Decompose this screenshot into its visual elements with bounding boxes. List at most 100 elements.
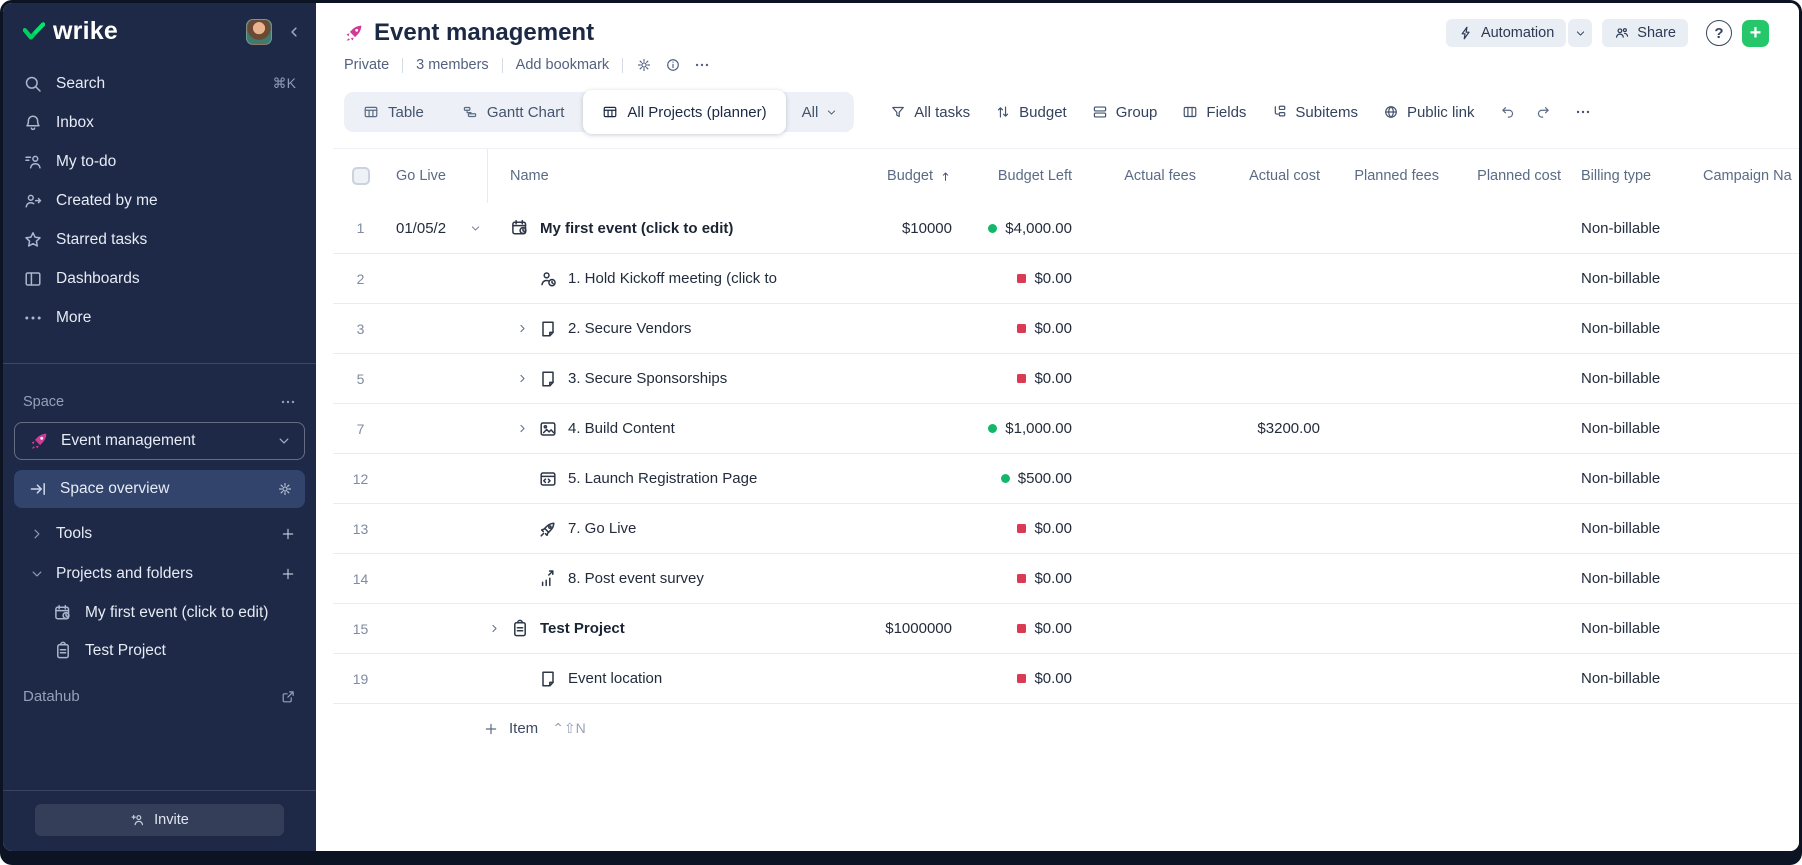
actual-cost-cell[interactable]	[1196, 304, 1320, 353]
planned-fees-cell[interactable]	[1320, 554, 1439, 603]
billing-type-cell[interactable]: Non-billable	[1561, 604, 1683, 653]
budget-left-cell[interactable]: $0.00	[952, 254, 1072, 303]
table-row[interactable]: 19 Event location $0.00 Non-billable	[333, 653, 1799, 703]
planned-cost-cell[interactable]	[1439, 504, 1561, 553]
task-name-cell[interactable]: Event location	[488, 654, 860, 703]
row-number-cell[interactable]: 14	[333, 554, 388, 603]
planned-cost-cell[interactable]	[1439, 304, 1561, 353]
sidebar-item-test-project[interactable]: Test Project	[3, 632, 316, 670]
budget-cell[interactable]	[860, 504, 952, 553]
actual-fees-cell[interactable]	[1072, 254, 1196, 303]
actual-cost-cell[interactable]	[1196, 504, 1320, 553]
toolbar-budget-button[interactable]: Budget	[995, 104, 1067, 121]
billing-type-cell[interactable]: Non-billable	[1561, 203, 1683, 253]
table-row[interactable]: 12 5. Launch Registration Page $500.00 Non-…	[333, 453, 1799, 503]
go-live-cell[interactable]	[388, 304, 488, 353]
sidebar-item-my-first-event-click-to-edit-[interactable]: My first event (click to edit)	[3, 594, 316, 632]
chevron-down-icon[interactable]	[276, 433, 292, 449]
wrike-logo[interactable]: wrike	[23, 17, 118, 46]
column-header-actual-cost[interactable]: Actual cost	[1249, 168, 1320, 184]
toolbar-more-icon[interactable]	[1575, 104, 1591, 120]
budget-left-cell[interactable]: $1,000.00	[952, 404, 1072, 453]
campaign-cell[interactable]	[1683, 354, 1799, 403]
column-header-budget[interactable]: Budget	[860, 149, 952, 203]
planned-fees-cell[interactable]	[1320, 304, 1439, 353]
expand-chevron[interactable]	[516, 372, 538, 385]
budget-cell[interactable]: $10000	[860, 203, 952, 253]
expand-chevron[interactable]	[488, 622, 510, 635]
go-live-cell[interactable]	[388, 504, 488, 553]
budget-left-cell[interactable]: $0.00	[952, 304, 1072, 353]
budget-cell[interactable]	[860, 354, 952, 403]
space-more-icon[interactable]	[280, 394, 296, 410]
add-bookmark-button[interactable]: Add bookmark	[515, 57, 610, 73]
info-icon[interactable]	[665, 57, 681, 73]
planned-fees-cell[interactable]	[1320, 504, 1439, 553]
planned-cost-cell[interactable]	[1439, 203, 1561, 253]
sidebar-item-search[interactable]: Search ⌘K	[3, 64, 316, 103]
planned-fees-cell[interactable]	[1320, 604, 1439, 653]
campaign-cell[interactable]	[1683, 504, 1799, 553]
budget-cell[interactable]	[860, 404, 952, 453]
table-row[interactable]: 3 2. Secure Vendors $0.00 Non-billable	[333, 303, 1799, 353]
column-header-planned-cost[interactable]: Planned cost	[1477, 168, 1561, 184]
column-header-name[interactable]: Name	[510, 168, 549, 184]
sidebar-item-dashboards[interactable]: Dashboards	[3, 259, 316, 298]
billing-type-cell[interactable]: Non-billable	[1561, 254, 1683, 303]
column-header-planned-fees[interactable]: Planned fees	[1354, 168, 1439, 184]
actual-cost-cell[interactable]	[1196, 354, 1320, 403]
column-header-billing-type[interactable]: Billing type	[1581, 168, 1652, 184]
budget-left-cell[interactable]: $0.00	[952, 504, 1072, 553]
row-number-cell[interactable]: 3	[333, 304, 388, 353]
sidebar-item-event-management[interactable]: Event management	[14, 422, 305, 460]
campaign-cell[interactable]	[1683, 554, 1799, 603]
actual-fees-cell[interactable]	[1072, 354, 1196, 403]
planned-fees-cell[interactable]	[1320, 254, 1439, 303]
collapse-sidebar-icon[interactable]	[286, 24, 302, 40]
task-name-cell[interactable]: 2. Secure Vendors	[488, 304, 860, 353]
tab-table[interactable]: Table	[344, 92, 443, 132]
task-name-cell[interactable]: My first event (click to edit)	[488, 203, 860, 253]
actual-fees-cell[interactable]	[1072, 454, 1196, 503]
select-all-checkbox[interactable]	[351, 167, 370, 185]
plus-icon[interactable]	[280, 566, 296, 582]
planned-cost-cell[interactable]	[1439, 654, 1561, 703]
go-live-cell[interactable]	[388, 404, 488, 453]
billing-type-cell[interactable]: Non-billable	[1561, 654, 1683, 703]
budget-cell[interactable]: $1000000	[860, 604, 952, 653]
billing-type-cell[interactable]: Non-billable	[1561, 454, 1683, 503]
chevron-down-icon[interactable]	[29, 566, 45, 582]
campaign-cell[interactable]	[1683, 203, 1799, 253]
planned-fees-cell[interactable]	[1320, 354, 1439, 403]
budget-cell[interactable]	[860, 554, 952, 603]
task-name-cell[interactable]: 7. Go Live	[488, 504, 860, 553]
planned-cost-cell[interactable]	[1439, 554, 1561, 603]
task-name-cell[interactable]: 8. Post event survey	[488, 554, 860, 603]
redo-icon[interactable]	[1535, 104, 1551, 120]
add-item-row[interactable]: Item ⌃⇧N	[333, 703, 1799, 753]
go-live-cell[interactable]	[388, 254, 488, 303]
table-row[interactable]: 5 3. Secure Sponsorships $0.00 Non-billable	[333, 353, 1799, 403]
sidebar-item-datahub[interactable]: Datahub	[3, 670, 316, 723]
table-row[interactable]: 13 7. Go Live $0.00 Non-billable	[333, 503, 1799, 553]
billing-type-cell[interactable]: Non-billable	[1561, 404, 1683, 453]
row-number-cell[interactable]: 19	[333, 654, 388, 703]
table-row[interactable]: 15 Test Project $1000000 $0.00 Non-billable	[333, 603, 1799, 653]
planned-fees-cell[interactable]	[1320, 203, 1439, 253]
tab-gantt-chart[interactable]: Gantt Chart	[443, 92, 584, 132]
toolbar-all-tasks-button[interactable]: All tasks	[890, 104, 970, 121]
row-number-cell[interactable]: 12	[333, 454, 388, 503]
task-name-cell[interactable]: 4. Build Content	[488, 404, 860, 453]
actual-fees-cell[interactable]	[1072, 604, 1196, 653]
table-row[interactable]: 1 01/05/2 My first event (click to edit) $1…	[333, 203, 1799, 253]
toolbar-fields-button[interactable]: Fields	[1182, 104, 1246, 121]
toolbar-subitems-button[interactable]: Subitems	[1271, 104, 1358, 121]
view-filter-dropdown[interactable]: All	[786, 104, 855, 121]
table-row[interactable]: 14 8. Post event survey $0.00 Non-billable	[333, 553, 1799, 603]
budget-left-cell[interactable]: $0.00	[952, 554, 1072, 603]
budget-left-cell[interactable]: $500.00	[952, 454, 1072, 503]
planned-cost-cell[interactable]	[1439, 354, 1561, 403]
sidebar-item-tools[interactable]: Tools	[3, 514, 316, 554]
actual-fees-cell[interactable]	[1072, 654, 1196, 703]
actual-cost-cell[interactable]	[1196, 454, 1320, 503]
